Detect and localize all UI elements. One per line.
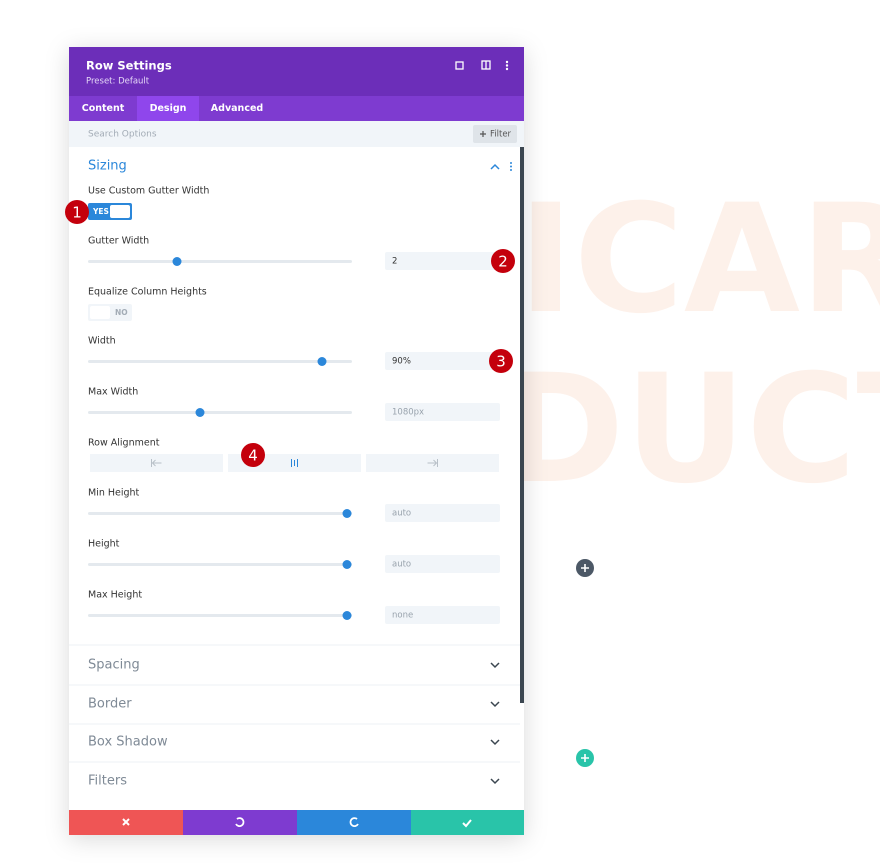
slider-track <box>88 563 352 566</box>
field-label: Gutter Width <box>88 236 149 247</box>
section-title[interactable]: Box Shadow <box>88 735 168 750</box>
slider-knob[interactable] <box>317 357 327 366</box>
value-input[interactable] <box>385 352 500 370</box>
value-text: auto <box>392 509 411 519</box>
save-button[interactable] <box>411 810 524 835</box>
slider-track <box>88 411 352 414</box>
toggle-knob <box>110 205 130 218</box>
slider-track <box>88 260 352 263</box>
filter-label: Filter <box>490 130 512 140</box>
undo-icon <box>235 817 245 827</box>
toggle-knob <box>90 306 110 319</box>
search-bar <box>69 121 524 147</box>
tab[interactable]: Design <box>150 103 187 114</box>
cancel-icon <box>122 818 130 826</box>
section-title[interactable]: Sizing <box>88 159 127 174</box>
slider-knob[interactable] <box>342 611 352 620</box>
chevron-down[interactable] <box>490 739 500 746</box>
redo-icon <box>349 817 359 827</box>
chevron-down[interactable] <box>490 778 500 785</box>
tab[interactable]: Content <box>82 103 125 114</box>
badge-number: 3 <box>496 353 506 371</box>
field-label: Equalize Column Heights <box>88 287 207 298</box>
save-icon <box>462 819 472 828</box>
panel <box>69 47 524 835</box>
value-text: 2 <box>392 257 397 267</box>
slider-knob[interactable] <box>342 509 352 518</box>
filter-plus <box>480 131 486 137</box>
value-input[interactable] <box>385 606 500 624</box>
plus-icon <box>581 564 589 572</box>
badge <box>65 200 89 224</box>
field-label: Max Height <box>88 590 142 601</box>
toggle-label: NO <box>115 308 128 317</box>
value-input[interactable] <box>385 555 500 573</box>
panel-header <box>69 47 524 96</box>
slider-knob[interactable] <box>195 408 205 417</box>
scrollbar <box>520 147 524 703</box>
alignment-icon <box>151 459 162 467</box>
badge-number: 4 <box>248 447 258 465</box>
value-input[interactable] <box>385 403 500 421</box>
value-input[interactable] <box>385 252 500 270</box>
value-input[interactable] <box>385 504 500 522</box>
slider-knob[interactable] <box>172 257 182 266</box>
tab[interactable]: Advanced <box>211 103 263 114</box>
field-label: Height <box>88 539 120 550</box>
preset[interactable]: Preset: Default <box>86 77 150 87</box>
alignment-icon <box>427 459 438 467</box>
alignment-icon <box>291 459 298 467</box>
badge-number: 1 <box>72 204 82 222</box>
active-tab <box>137 96 199 121</box>
badge <box>491 249 515 273</box>
section-title[interactable]: Filters <box>88 774 127 789</box>
section-title[interactable]: Spacing <box>88 658 140 673</box>
slider-knob[interactable] <box>342 560 352 569</box>
chevron-down[interactable] <box>490 701 500 708</box>
slider-track <box>88 512 352 515</box>
badge-number: 2 <box>498 253 508 271</box>
filter-button[interactable] <box>473 125 517 143</box>
search-input[interactable]: Search Options <box>88 130 157 140</box>
value-text: 90% <box>392 357 411 367</box>
more-icon[interactable] <box>505 60 509 71</box>
value-text: auto <box>392 560 411 570</box>
slider-track <box>88 360 352 363</box>
chevron-down[interactable] <box>490 662 500 669</box>
redo-button[interactable] <box>297 810 411 835</box>
section-title[interactable]: Border <box>88 697 132 712</box>
fullscreen-icon[interactable] <box>455 61 464 70</box>
slider-track <box>88 614 352 617</box>
toggle-label: YES <box>92 207 109 216</box>
field-label: Use Custom Gutter Width <box>88 186 209 197</box>
value-text: 1080px <box>392 408 424 418</box>
background-text: DUCT <box>500 343 880 517</box>
panel-title: Row Settings <box>86 59 172 73</box>
field-label: Max Width <box>88 387 138 398</box>
chevron-up[interactable] <box>490 163 500 170</box>
value-text: none <box>392 611 413 621</box>
background-text: ICAR <box>518 173 880 347</box>
field-label: Row Alignment <box>88 438 160 449</box>
field-label: Min Height <box>88 488 140 499</box>
badge <box>241 443 265 467</box>
undo-button[interactable] <box>183 810 297 835</box>
section-menu[interactable] <box>510 162 512 171</box>
field-label: Width <box>88 336 116 347</box>
plus-icon <box>581 754 589 762</box>
badge <box>489 349 513 373</box>
